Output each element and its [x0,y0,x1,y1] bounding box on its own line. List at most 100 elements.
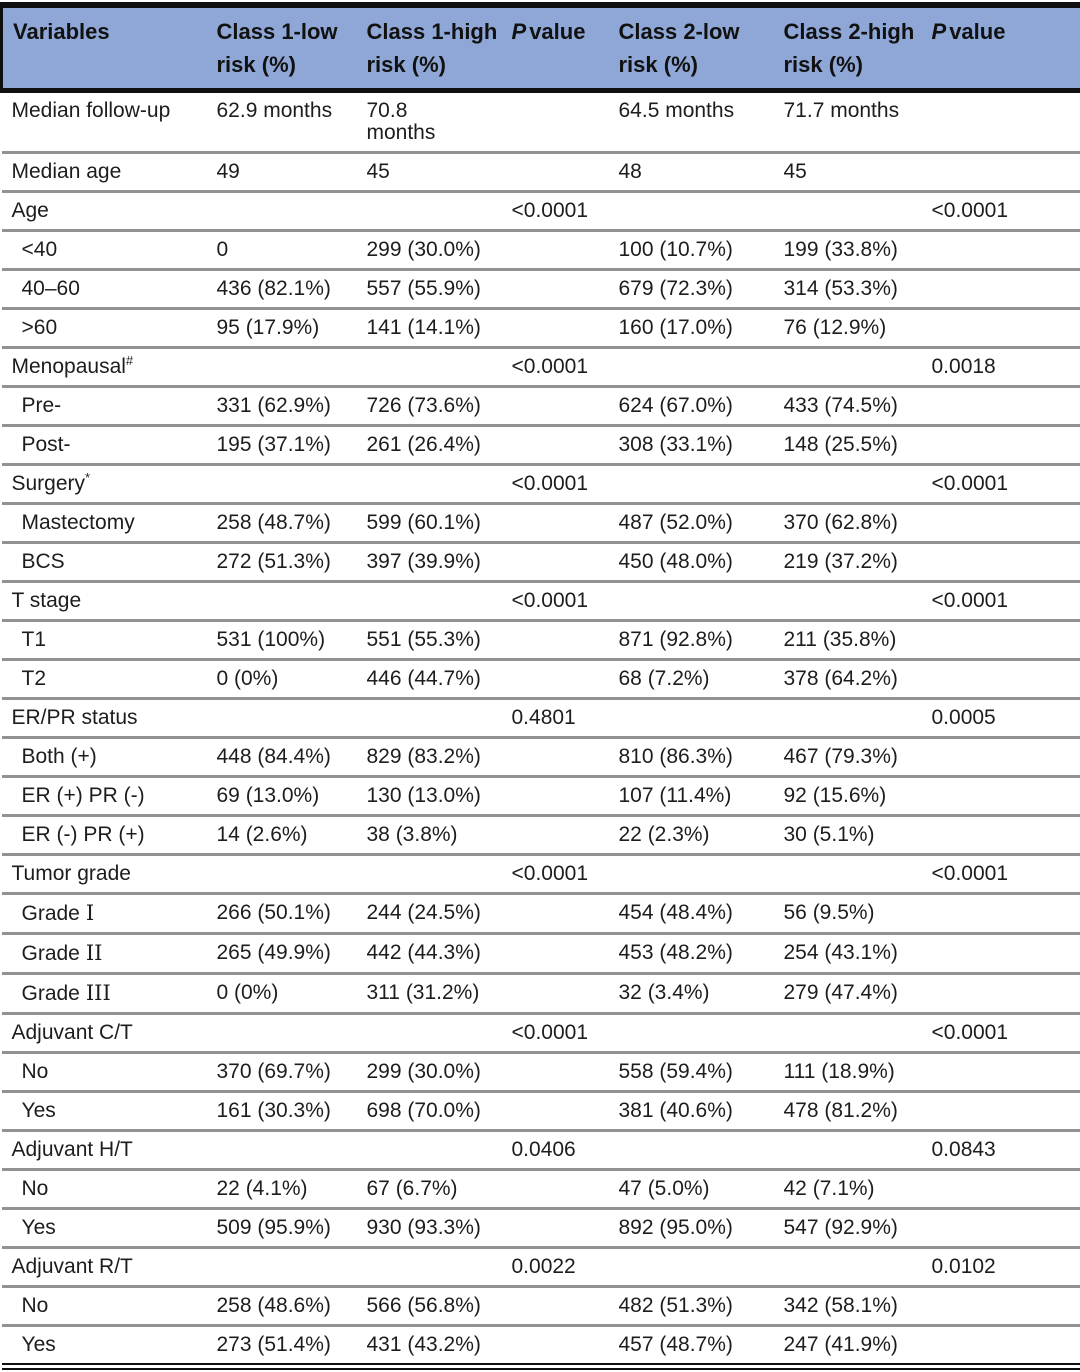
cell-class2-high: 342 (58.1%) [773,1286,922,1327]
p-value-label: value [949,19,1006,44]
cell-class2-low: 64.5 months [608,90,774,154]
variable-label: T2 [21,667,47,690]
table-row: Mastectomy 258 (48.7%) 599 (60.1%) 487 (52.… [1,503,1080,544]
cell-variable: BCS [1,542,207,583]
cell-variable: ER (-) PR (+) [1,815,207,856]
cell-variable: Surgery* [1,464,207,505]
variable-label: Adjuvant C/T [11,1021,133,1044]
table-header-row: Variables Class 1-low risk (%) Class 1-h… [0,2,1080,93]
cell-variable: Yes [1,1208,207,1249]
cell-pvalue-2: 0.0843 [921,1130,1080,1171]
table-row: Adjuvant H/T 0.0406 0.0843 [1,1130,1080,1171]
table-row: Menopausal# <0.0001 0.0018 [1,347,1080,388]
cell-pvalue-1: 0.0406 [501,1130,609,1171]
table-row: Post- 195 (37.1%) 261 (26.4%) 308 (33.1%) 14… [1,425,1080,466]
cell-class1-low [206,464,357,505]
variable-label: Adjuvant H/T [11,1138,133,1161]
cell-pvalue-2 [921,1286,1080,1327]
cell-class2-low [608,1247,774,1288]
variable-label: ER (-) PR (+) [21,823,145,846]
variable-label: No [21,1177,49,1200]
cell-variable: Median age [1,152,207,193]
table-row: Pre- 331 (62.9%) 726 (73.6%) 624 (67.0%) 433… [1,386,1080,427]
cell-class1-high: 261 (26.4%) [356,425,502,466]
cell-class2-low: 871 (92.8%) [608,620,774,661]
cell-variable: No [1,1052,207,1093]
variable-label: Yes [21,1216,56,1239]
cell-class2-high: 370 (62.8%) [773,503,922,544]
cell-class2-low: 68 (7.2%) [608,659,774,700]
cell-variable: Both (+) [1,737,207,778]
table-row: No 258 (48.6%) 566 (56.8%) 482 (51.3%) 342 (… [1,1286,1080,1327]
cell-class2-low [608,698,774,739]
cell-class1-low: 95 (17.9%) [206,308,357,349]
cell-class2-low [608,581,774,622]
table-row: Grade II 265 (49.9%) 442 (44.3%) 453 (48.2%)… [1,933,1080,975]
cell-pvalue-1 [501,386,609,427]
cell-pvalue-1 [501,90,609,154]
cell-class1-high [356,464,502,505]
cell-pvalue-1 [501,1208,609,1249]
cell-variable: Adjuvant H/T [1,1130,207,1171]
cell-pvalue-1 [501,542,609,583]
cell-class2-low [608,347,774,388]
cell-class2-high [773,347,922,388]
cell-class1-high: 70.8 months [356,90,502,154]
cell-class1-high: 141 (14.1%) [356,308,502,349]
table-row: Grade III 0 (0%) 311 (31.2%) 32 (3.4%) 279 (4… [1,973,1080,1015]
variable-label: Post- [21,433,71,456]
table-row: Yes 509 (95.9%) 930 (93.3%) 892 (95.0%) 547 … [1,1208,1080,1249]
cell-pvalue-1 [501,503,609,544]
cell-class2-low: 450 (48.0%) [608,542,774,583]
cell-variable: Grade II [1,933,207,975]
variable-label: Mastectomy [21,511,135,534]
cell-pvalue-1: <0.0001 [501,347,609,388]
table-row: BCS 272 (51.3%) 397 (39.9%) 450 (48.0%) 219 … [1,542,1080,583]
cell-class2-high [773,464,922,505]
cell-variable: Pre- [1,386,207,427]
cell-class1-high: 599 (60.1%) [356,503,502,544]
cell-class2-low [608,464,774,505]
cell-class1-high [356,1013,502,1054]
cell-class2-high [773,581,922,622]
table-row: T1 531 (100%) 551 (55.3%) 871 (92.8%) 211 (3… [1,620,1080,661]
cell-class2-high: 378 (64.2%) [773,659,922,700]
cell-class2-low: 487 (52.0%) [608,503,774,544]
cell-class2-low: 624 (67.0%) [608,386,774,427]
cell-pvalue-2 [921,737,1080,778]
cell-class2-low: 47 (5.0%) [608,1169,774,1210]
table-row: T stage <0.0001 <0.0001 [1,581,1080,622]
variable-label: Median age [11,160,122,183]
cell-pvalue-1: <0.0001 [501,1013,609,1054]
cell-variable: T2 [1,659,207,700]
cell-class1-high: 45 [356,152,502,193]
table-row: Yes 273 (51.4%) 431 (43.2%) 457 (48.7%) 247 … [1,1325,1080,1370]
cell-class2-low: 558 (59.4%) [608,1052,774,1093]
cell-pvalue-1: <0.0001 [501,464,609,505]
cell-class1-high [356,854,502,895]
cell-pvalue-1 [501,737,609,778]
variable-label: BCS [21,550,65,573]
variable-label: Surgery [11,472,86,495]
cell-pvalue-2 [921,893,1080,935]
cell-variable: 40–60 [1,269,207,310]
cell-pvalue-1: <0.0001 [501,854,609,895]
p-value-italic-p: P [931,19,947,44]
cell-class1-low: 258 (48.6%) [206,1286,357,1327]
variable-label: T stage [11,589,82,612]
variable-label: Yes [21,1333,56,1356]
variable-label: <40 [21,238,58,261]
cell-pvalue-2 [921,776,1080,817]
cell-pvalue-2 [921,933,1080,975]
cell-pvalue-2 [921,230,1080,271]
cell-variable: <40 [1,230,207,271]
cell-class2-low: 679 (72.3%) [608,269,774,310]
table-row: Adjuvant R/T 0.0022 0.0102 [1,1247,1080,1288]
cell-class2-high: 467 (79.3%) [773,737,922,778]
cell-class1-high [356,581,502,622]
cell-class1-low: 195 (37.1%) [206,425,357,466]
cell-class1-high: 726 (73.6%) [356,386,502,427]
cell-pvalue-2 [921,1325,1080,1370]
cell-pvalue-2: <0.0001 [921,1013,1080,1054]
cell-class1-low: 0 (0%) [206,659,357,700]
